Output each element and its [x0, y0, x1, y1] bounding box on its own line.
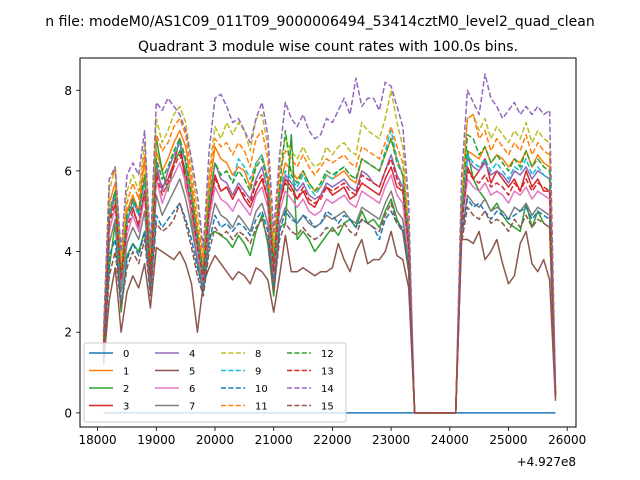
series-line-6: [102, 162, 557, 414]
x-tick-label: 23000: [372, 433, 410, 447]
legend-label: 4: [189, 349, 195, 360]
legend-label: 0: [123, 349, 129, 360]
plot-area: 18000 19000 20000 21000 22000 23000 24000 25000…: [64, 57, 586, 469]
legend-label: 8: [255, 349, 261, 360]
legend-label: 12: [321, 349, 334, 360]
y-axis: 0 2 4 6 8: [64, 84, 80, 420]
legend-label: 2: [123, 384, 129, 395]
x-tick-label: 21000: [255, 433, 293, 447]
series-line-11: [102, 113, 557, 414]
legend-label: 14: [321, 384, 334, 395]
legend-label: 6: [189, 384, 195, 395]
legend-label: 9: [255, 367, 261, 378]
legend-label: 13: [321, 367, 334, 378]
legend-label: 5: [189, 367, 195, 378]
legend-label: 11: [255, 402, 268, 413]
series-line-5: [102, 230, 557, 414]
x-tick-label: 20000: [196, 433, 234, 447]
y-tick-label: 0: [64, 406, 72, 420]
series-line-7: [102, 178, 557, 414]
x-tick-label: 25000: [489, 433, 527, 447]
y-tick-label: 4: [64, 245, 72, 259]
legend-label: 10: [255, 384, 268, 395]
series-line-13: [102, 154, 557, 414]
legend-label: 1: [123, 367, 129, 378]
series-line-14: [102, 73, 557, 414]
series-line-9: [102, 129, 557, 414]
x-tick-label: 18000: [79, 433, 117, 447]
axes-frame: [79, 57, 577, 428]
x-tick-label: 22000: [313, 433, 351, 447]
series-line-8: [102, 89, 557, 414]
x-tick-label: 19000: [137, 433, 175, 447]
x-axis: 18000 19000 20000 21000 22000 23000 24000 25000…: [79, 427, 586, 447]
series-layer: [102, 73, 557, 414]
x-tick-label: 24000: [431, 433, 469, 447]
y-tick-label: 2: [64, 326, 72, 340]
series-line-2: [102, 133, 557, 414]
y-tick-label: 6: [64, 164, 72, 178]
legend-label: 15: [321, 402, 334, 413]
legend-label: 7: [189, 402, 195, 413]
legend-label: 3: [123, 402, 129, 413]
series-line-12: [102, 129, 557, 414]
series-line-15: [102, 202, 557, 414]
x-axis-offset-label: +4.927e8: [517, 455, 576, 469]
legend-box: [83, 342, 347, 423]
chart-title: Quadrant 3 module wise count rates with …: [138, 39, 518, 55]
y-tick-label: 8: [64, 84, 72, 98]
x-tick-label: 26000: [548, 433, 586, 447]
figure-suptitle: n file: modeM0/AS1C09_011T09_9000006494_…: [45, 14, 594, 30]
